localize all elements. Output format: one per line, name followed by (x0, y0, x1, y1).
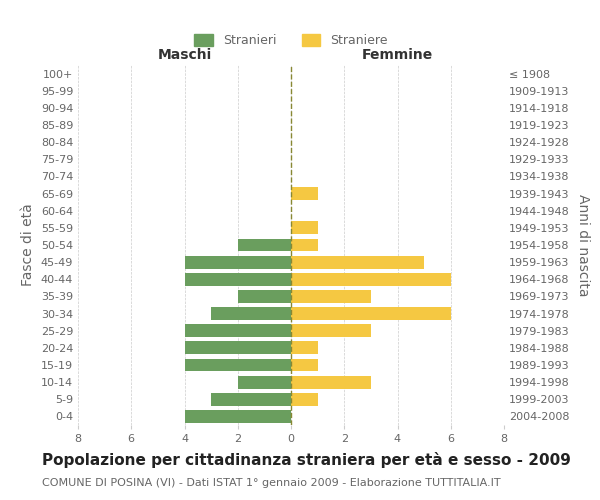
Bar (211, 393, 291, 406)
Text: Femmine: Femmine (362, 48, 433, 62)
Y-axis label: Fasce di età: Fasce di età (21, 204, 35, 286)
Bar (291, 238, 317, 252)
Bar (185, 342, 291, 354)
Bar (291, 222, 317, 234)
Text: COMUNE DI POSINA (VI) - Dati ISTAT 1° gennaio 2009 - Elaborazione TUTTITALIA.IT: COMUNE DI POSINA (VI) - Dati ISTAT 1° ge… (42, 478, 500, 488)
Bar (291, 342, 317, 354)
Bar (291, 393, 317, 406)
Bar (185, 358, 291, 372)
Bar (238, 376, 291, 388)
Bar (185, 273, 291, 285)
Text: Popolazione per cittadinanza straniera per età e sesso - 2009: Popolazione per cittadinanza straniera p… (42, 452, 571, 468)
Bar (291, 358, 317, 372)
Bar (291, 187, 317, 200)
Bar (291, 324, 371, 337)
Bar (185, 324, 291, 337)
Bar (238, 290, 291, 303)
Bar (291, 273, 451, 285)
Bar (185, 256, 291, 268)
Bar (211, 307, 291, 320)
Bar (291, 376, 371, 388)
Bar (185, 410, 291, 423)
Y-axis label: Anni di nascita: Anni di nascita (577, 194, 590, 296)
Bar (238, 238, 291, 252)
Bar (291, 307, 451, 320)
Text: Maschi: Maschi (157, 48, 212, 62)
Bar (291, 290, 371, 303)
Bar (291, 256, 424, 268)
Legend: Stranieri, Straniere: Stranieri, Straniere (188, 28, 394, 54)
